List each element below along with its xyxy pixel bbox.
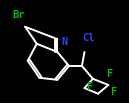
Text: N: N (61, 37, 68, 47)
Text: Br: Br (13, 10, 25, 20)
Text: Cl: Cl (82, 33, 95, 43)
Text: F: F (110, 87, 116, 97)
Text: F: F (106, 69, 112, 79)
Text: F: F (87, 82, 93, 92)
